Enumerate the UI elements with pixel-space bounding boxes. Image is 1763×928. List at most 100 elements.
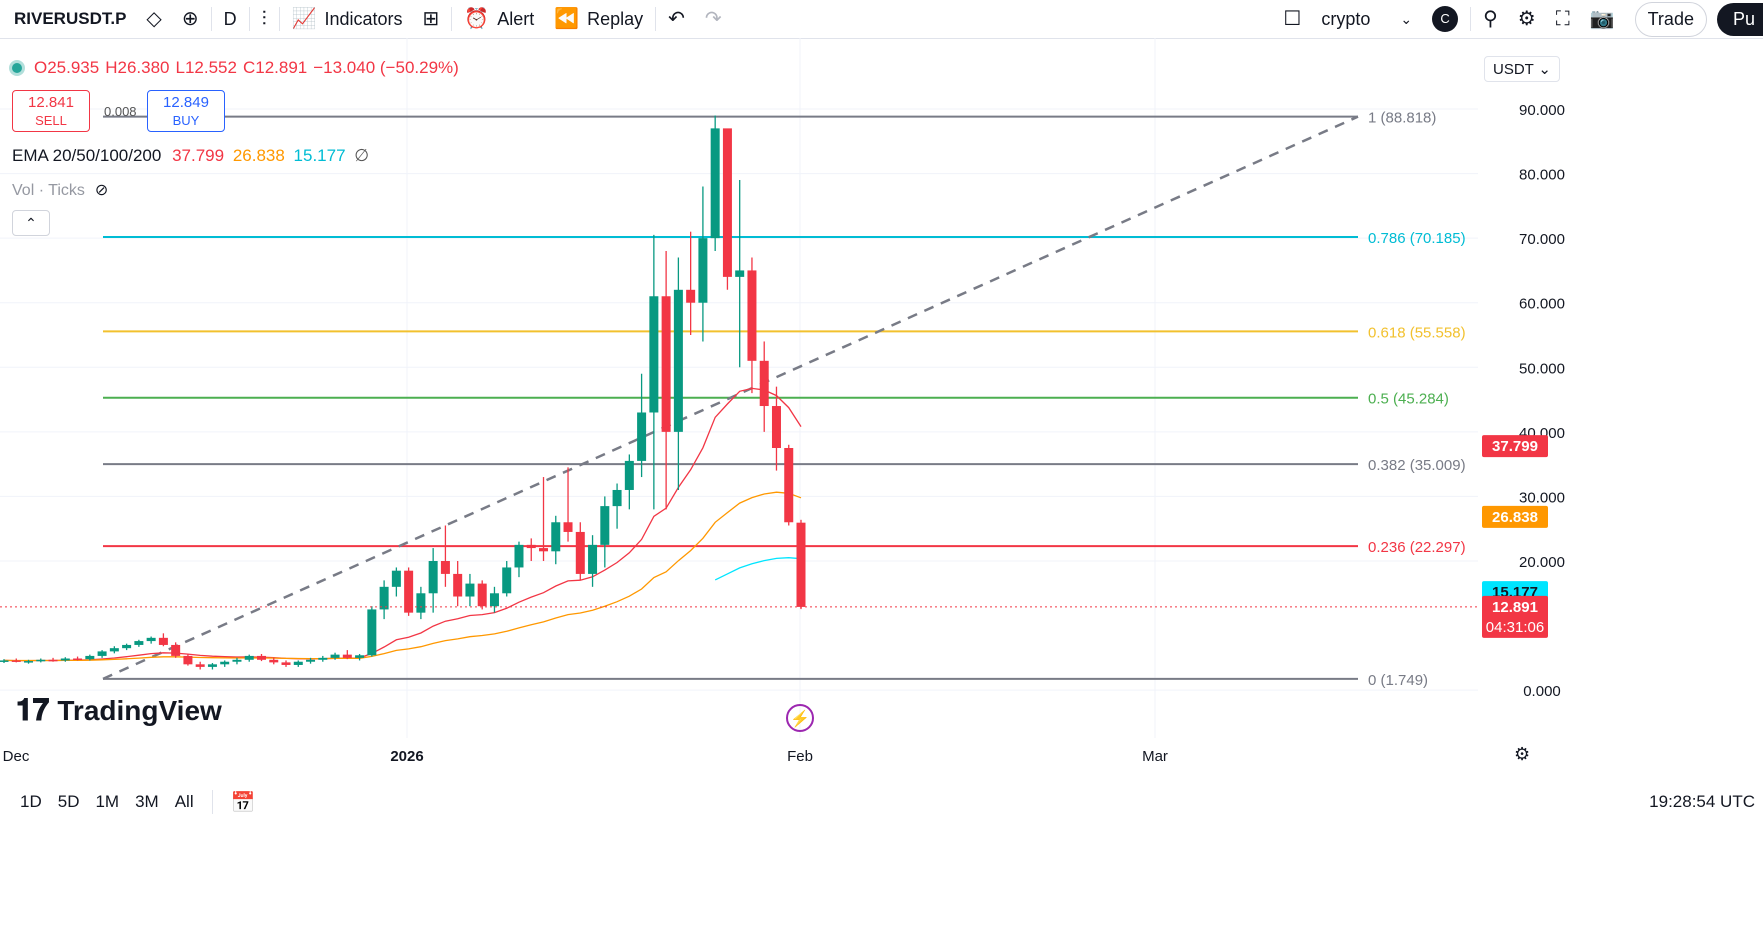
candle-body bbox=[207, 664, 217, 667]
indicators-icon: 📈 bbox=[291, 8, 317, 30]
ema50-value: 26.838 bbox=[232, 146, 285, 165]
candle-body bbox=[759, 360, 769, 407]
candle-body bbox=[171, 644, 181, 656]
rewind-icon: ⏪ bbox=[554, 8, 580, 30]
candle-body bbox=[220, 661, 230, 665]
candle-body bbox=[195, 664, 205, 667]
range-1m[interactable]: 1M bbox=[95, 792, 120, 811]
templates-icon[interactable]: ⊞ bbox=[422, 8, 440, 30]
add-symbol-icon[interactable]: ⊕ bbox=[181, 8, 199, 30]
candle-body bbox=[330, 654, 340, 658]
buy-button[interactable]: 12.849 BUY bbox=[147, 90, 225, 132]
candles-icon[interactable]: ⫶ bbox=[261, 8, 267, 30]
candle-body bbox=[502, 567, 512, 594]
layout-square-icon[interactable]: ☐ bbox=[1283, 8, 1302, 30]
price-chart[interactable]: 1 (88.818) 0.786 (70.185) 0.618 (55.558) 0.… bbox=[0, 38, 1763, 828]
clock-time[interactable]: 19:28:54 UTC bbox=[1649, 792, 1755, 811]
layout-name-button[interactable]: crypto ⌄ bbox=[1321, 8, 1413, 29]
candle-body bbox=[11, 660, 21, 662]
tradingview-logo: 𝟏𝟕 TradingView bbox=[16, 694, 222, 727]
goto-date-icon[interactable]: ⚙ bbox=[1514, 744, 1531, 764]
candle-body bbox=[404, 570, 414, 613]
quick-search-icon[interactable]: ⚲ bbox=[1483, 8, 1498, 30]
candle-body bbox=[784, 448, 794, 523]
candle-body bbox=[318, 657, 328, 660]
candle-body bbox=[232, 659, 242, 662]
divider bbox=[1470, 7, 1472, 31]
indicators-button[interactable]: 📈 Indicators bbox=[291, 8, 403, 30]
sell-button[interactable]: 12.841 SELL bbox=[12, 90, 90, 132]
ema100-line bbox=[714, 557, 802, 581]
settings-icon[interactable]: ⚙ bbox=[1517, 8, 1536, 30]
x-tick-label: Dec bbox=[3, 748, 30, 765]
chevron-down-icon: ⌄ bbox=[1400, 11, 1413, 27]
chevron-up-icon: ⌃ bbox=[25, 215, 37, 231]
camera-icon[interactable]: 📷 bbox=[1589, 8, 1615, 30]
interval-button[interactable]: D bbox=[223, 8, 237, 29]
lightning-icon[interactable]: ⚡ bbox=[786, 704, 814, 732]
redo-icon[interactable]: ↷ bbox=[704, 8, 722, 30]
candle-body bbox=[293, 661, 303, 665]
candle-body bbox=[146, 637, 156, 642]
eye-hidden-icon[interactable]: ⊘ bbox=[94, 182, 109, 199]
candle-body bbox=[355, 655, 365, 658]
replay-button[interactable]: ⏪ Replay bbox=[554, 8, 644, 30]
divider bbox=[451, 7, 453, 31]
candle-body bbox=[796, 522, 806, 607]
candle-body bbox=[256, 655, 266, 660]
undo-icon[interactable]: ↶ bbox=[668, 8, 685, 30]
alarm-icon: ⏰ bbox=[464, 8, 490, 30]
y-tick-label: 20.000 bbox=[1519, 554, 1565, 571]
symbol-search[interactable]: RIVERUSDT.P bbox=[14, 9, 127, 28]
range-5d[interactable]: 5D bbox=[57, 792, 80, 811]
range-1d[interactable]: 1D bbox=[20, 792, 42, 811]
candle-body bbox=[109, 648, 119, 652]
collapse-legend-button[interactable]: ⌃ bbox=[12, 210, 50, 236]
diamond-icon[interactable]: ◇ bbox=[146, 8, 162, 30]
publish-button[interactable]: Pu bbox=[1716, 0, 1763, 38]
candle-body bbox=[489, 593, 499, 607]
chevron-down-icon: ⌄ bbox=[1538, 61, 1551, 78]
candle-body bbox=[673, 289, 683, 432]
candle-body bbox=[440, 561, 450, 574]
y-tick-label: 50.000 bbox=[1519, 360, 1565, 377]
y-tick-label: 80.000 bbox=[1519, 167, 1565, 184]
candle-body bbox=[183, 655, 193, 665]
candle-body bbox=[24, 661, 34, 663]
fullscreen-icon[interactable]: ⛶ bbox=[1555, 8, 1570, 30]
fib-level-label: 0.5 (45.284) bbox=[1368, 391, 1449, 408]
ema-legend[interactable]: EMA 20/50/100/200 37.799 26.838 15.177 ∅ bbox=[12, 146, 369, 166]
y-tick-label: 0.000 bbox=[1523, 683, 1561, 700]
price-label-box bbox=[1482, 435, 1548, 458]
ema20-value: 37.799 bbox=[172, 146, 225, 165]
y-tick-label: 30.000 bbox=[1519, 489, 1565, 506]
candle-body bbox=[698, 238, 708, 303]
candle-body bbox=[465, 583, 475, 597]
fib-level-label: 0.382 (35.009) bbox=[1368, 457, 1466, 474]
top-toolbar: RIVERUSDT.P ◇ ⊕ D ⫶ 📈 Indicators ⊞ ⏰ Alert… bbox=[0, 0, 1763, 39]
x-tick-label: 2026 bbox=[390, 748, 423, 765]
candle-body bbox=[526, 544, 536, 549]
change-value: −13.040 (−50.29%) bbox=[313, 58, 459, 77]
open-value: O25.935 bbox=[34, 58, 100, 77]
range-3m[interactable]: 3M bbox=[135, 792, 159, 811]
spread-value: 0.008 bbox=[104, 104, 137, 119]
price-label-box bbox=[1482, 595, 1548, 638]
currency-select[interactable]: USDT ⌄ bbox=[1484, 56, 1560, 82]
candle-body bbox=[514, 544, 524, 568]
candle-body bbox=[428, 561, 438, 594]
volume-legend[interactable]: Vol · Ticks ⊘ bbox=[12, 182, 109, 199]
candle-body bbox=[158, 637, 168, 645]
avatar[interactable]: C bbox=[1422, 0, 1468, 38]
trade-button[interactable]: Trade bbox=[1625, 0, 1717, 38]
candle-body bbox=[600, 506, 610, 545]
candle-body bbox=[588, 544, 598, 574]
candle-body bbox=[0, 660, 9, 662]
candle-body bbox=[612, 489, 622, 507]
ema100-value: 15.177 bbox=[293, 146, 346, 165]
range-all[interactable]: All bbox=[174, 792, 194, 811]
candle-body bbox=[661, 296, 671, 432]
calendar-icon[interactable]: 📅 bbox=[230, 791, 256, 814]
alert-button[interactable]: ⏰ Alert bbox=[464, 8, 535, 30]
ema-label: EMA 20/50/100/200 bbox=[12, 146, 162, 165]
